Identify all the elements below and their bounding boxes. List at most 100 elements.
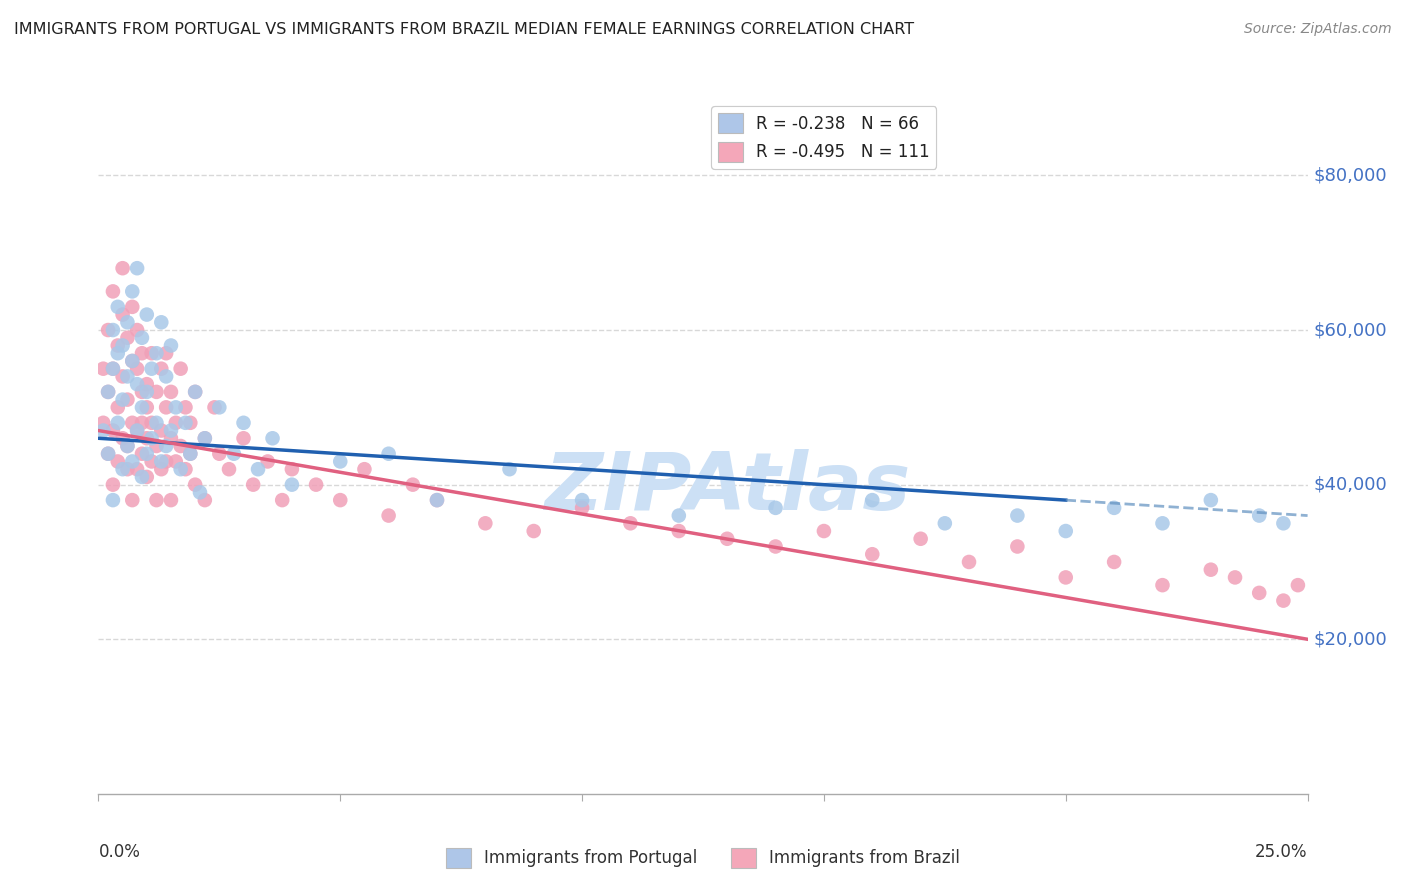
Point — [160, 338, 183, 352]
Point — [1102, 500, 1125, 515]
Point — [1344, 593, 1367, 607]
Point — [101, 493, 124, 508]
Point — [716, 532, 738, 546]
Point — [208, 447, 231, 461]
Point — [1403, 632, 1406, 647]
Point — [860, 547, 883, 561]
Point — [111, 308, 134, 322]
Point — [127, 377, 149, 392]
Point — [135, 447, 157, 461]
Point — [135, 377, 157, 392]
Point — [1249, 508, 1271, 523]
Point — [498, 462, 520, 476]
Point — [174, 416, 197, 430]
Point — [305, 477, 328, 491]
Point — [1054, 570, 1077, 584]
Point — [860, 493, 883, 508]
Point — [184, 477, 207, 491]
Point — [281, 477, 304, 491]
Point — [934, 516, 956, 531]
Point — [91, 424, 114, 438]
Point — [117, 392, 139, 407]
Point — [281, 462, 304, 476]
Point — [426, 493, 449, 508]
Point — [150, 462, 173, 476]
Point — [107, 346, 129, 360]
Point — [131, 401, 153, 415]
Point — [523, 524, 546, 538]
Point — [141, 361, 163, 376]
Point — [101, 424, 124, 438]
Point — [97, 447, 120, 461]
Point — [117, 315, 139, 329]
Point — [184, 384, 207, 399]
Text: $80,000: $80,000 — [1313, 167, 1388, 185]
Point — [1384, 624, 1406, 639]
Point — [1354, 616, 1376, 631]
Point — [668, 508, 690, 523]
Point — [101, 477, 124, 491]
Point — [107, 338, 129, 352]
Point — [121, 454, 143, 468]
Point — [1249, 586, 1271, 600]
Text: $60,000: $60,000 — [1313, 321, 1388, 339]
Point — [117, 331, 139, 345]
Point — [1272, 593, 1295, 607]
Point — [150, 361, 173, 376]
Point — [194, 431, 217, 445]
Legend: R = -0.238   N = 66, R = -0.495   N = 111: R = -0.238 N = 66, R = -0.495 N = 111 — [711, 106, 936, 169]
Point — [127, 323, 149, 337]
Point — [1152, 516, 1174, 531]
Point — [1199, 493, 1222, 508]
Point — [174, 401, 197, 415]
Point — [107, 416, 129, 430]
Point — [97, 323, 120, 337]
Point — [107, 300, 129, 314]
Point — [813, 524, 835, 538]
Point — [127, 261, 149, 276]
Point — [571, 493, 593, 508]
Point — [127, 424, 149, 438]
Point — [135, 308, 157, 322]
Point — [135, 384, 157, 399]
Point — [218, 462, 240, 476]
Point — [1306, 601, 1329, 615]
Text: 25.0%: 25.0% — [1256, 843, 1308, 861]
Point — [155, 346, 177, 360]
Point — [169, 361, 191, 376]
Point — [111, 462, 134, 476]
Text: $20,000: $20,000 — [1313, 631, 1388, 648]
Point — [145, 346, 167, 360]
Point — [1286, 578, 1309, 592]
Point — [262, 431, 284, 445]
Point — [242, 477, 264, 491]
Point — [121, 285, 143, 299]
Point — [1199, 563, 1222, 577]
Point — [101, 361, 124, 376]
Point — [131, 346, 153, 360]
Point — [474, 516, 496, 531]
Point — [160, 493, 183, 508]
Point — [111, 261, 134, 276]
Point — [155, 369, 177, 384]
Text: ZIPAtlas: ZIPAtlas — [544, 449, 910, 527]
Text: $40,000: $40,000 — [1313, 475, 1388, 493]
Point — [194, 493, 217, 508]
Point — [131, 416, 153, 430]
Point — [135, 401, 157, 415]
Point — [271, 493, 294, 508]
Point — [571, 500, 593, 515]
Point — [117, 369, 139, 384]
Point — [329, 493, 352, 508]
Point — [150, 454, 173, 468]
Point — [155, 401, 177, 415]
Point — [117, 439, 139, 453]
Point — [377, 508, 399, 523]
Point — [131, 470, 153, 484]
Text: IMMIGRANTS FROM PORTUGAL VS IMMIGRANTS FROM BRAZIL MEDIAN FEMALE EARNINGS CORREL: IMMIGRANTS FROM PORTUGAL VS IMMIGRANTS F… — [14, 22, 914, 37]
Point — [101, 361, 124, 376]
Point — [208, 401, 231, 415]
Point — [179, 416, 201, 430]
Point — [155, 439, 177, 453]
Point — [127, 424, 149, 438]
